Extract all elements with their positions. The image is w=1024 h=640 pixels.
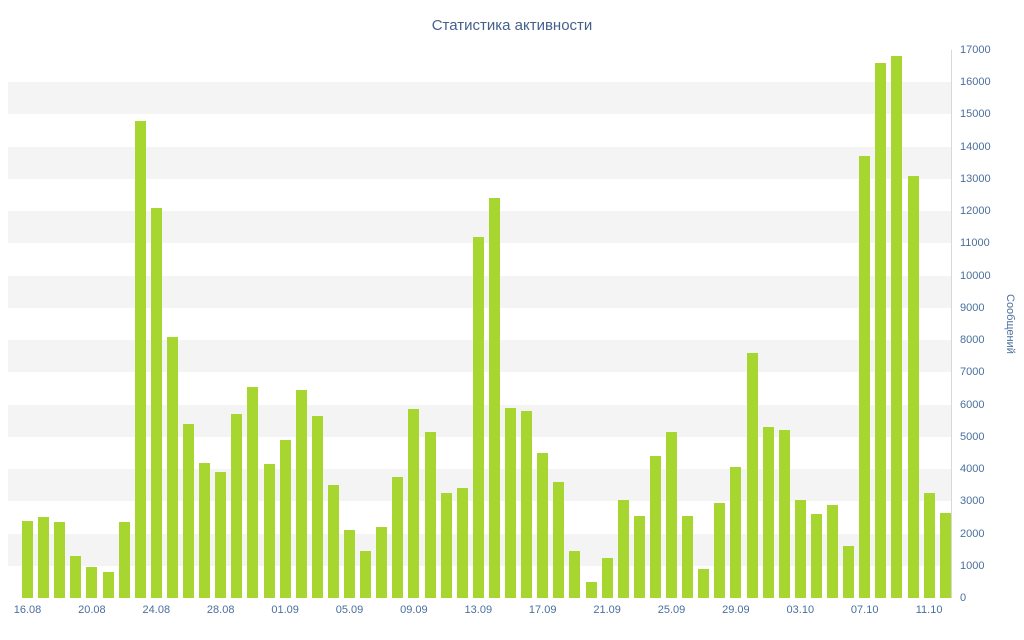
bar-20.09 <box>585 581 597 598</box>
bar-20.08 <box>86 567 98 598</box>
y-tick-label: 10000 <box>960 269 991 282</box>
bar-01.10 <box>762 427 774 598</box>
bar-12.10 <box>939 512 951 598</box>
bar-02.10 <box>778 430 790 598</box>
bar-03.09 <box>311 415 323 598</box>
bar-26.09 <box>682 515 694 598</box>
bar-16.09 <box>521 411 533 598</box>
x-tick-label: 28.08 <box>206 604 235 616</box>
y-tick-label: 14000 <box>960 140 991 153</box>
y-tick-label: 17000 <box>960 44 991 56</box>
bar-28.09 <box>714 502 726 598</box>
bar-04.09 <box>327 485 339 598</box>
bar-09.09 <box>408 409 420 598</box>
bar-29.09 <box>730 467 742 598</box>
bar-13.09 <box>472 236 484 598</box>
y-tick-label: 9000 <box>960 301 985 314</box>
x-tick-label: 13.09 <box>464 604 493 616</box>
bar-25.09 <box>666 432 677 598</box>
bar-17.08 <box>38 517 50 598</box>
y-axis-title: Сообщений <box>1004 50 1016 598</box>
bar-10.09 <box>424 432 436 598</box>
plot-area <box>8 50 952 598</box>
bar-22.08 <box>118 522 130 598</box>
bar-06.10 <box>843 546 855 598</box>
bar-19.08 <box>70 556 82 598</box>
y-tick-label: 1000 <box>960 559 985 572</box>
bar-26.08 <box>183 423 194 598</box>
x-tick-label: 01.09 <box>271 604 299 616</box>
bar-23.08 <box>134 120 146 598</box>
y-tick-label: 3000 <box>960 495 985 508</box>
bar-28.08 <box>215 472 227 598</box>
bar-18.08 <box>54 522 66 598</box>
plot-band <box>8 82 952 115</box>
bar-21.09 <box>601 557 613 598</box>
bar-31.08 <box>263 464 275 598</box>
bar-30.09 <box>746 353 758 598</box>
y-tick-label: 15000 <box>960 108 991 121</box>
bar-02.09 <box>295 390 307 598</box>
bar-01.09 <box>279 440 291 598</box>
bar-22.09 <box>617 499 629 598</box>
plot-band <box>8 146 952 179</box>
bar-11.09 <box>440 493 452 598</box>
y-tick-label: 16000 <box>960 76 991 89</box>
bar-25.08 <box>166 336 178 598</box>
bar-16.08 <box>22 520 33 598</box>
bar-19.09 <box>569 551 581 598</box>
bar-24.09 <box>649 456 661 598</box>
bar-24.08 <box>150 207 162 598</box>
y-tick-label: 4000 <box>960 463 985 476</box>
y-tick-label: 12000 <box>960 205 991 218</box>
bar-17.09 <box>537 452 549 598</box>
x-tick-label: 17.09 <box>528 604 557 616</box>
x-tick-label: 29.09 <box>722 604 750 616</box>
bar-15.09 <box>505 407 516 598</box>
y-tick-label: 11000 <box>960 237 990 250</box>
bar-05.09 <box>344 530 355 598</box>
x-tick-label: 05.09 <box>335 604 364 616</box>
x-tick-label: 11.10 <box>915 604 943 616</box>
bar-21.08 <box>102 572 114 598</box>
bar-08.10 <box>875 62 887 598</box>
bar-06.09 <box>360 551 372 598</box>
bar-11.10 <box>923 493 935 598</box>
x-tick-label: 07.10 <box>850 604 879 616</box>
bar-29.08 <box>231 414 243 598</box>
bar-12.09 <box>456 488 468 598</box>
bar-30.08 <box>247 386 259 598</box>
x-tick-label: 03.10 <box>786 604 815 616</box>
bar-14.09 <box>488 198 500 598</box>
bar-18.09 <box>553 481 565 598</box>
y-tick-label: 8000 <box>960 334 985 347</box>
y-tick-label: 2000 <box>960 527 985 540</box>
y-tick-label: 7000 <box>960 366 985 379</box>
bar-23.09 <box>633 515 645 598</box>
bar-05.10 <box>827 504 838 598</box>
x-tick-label: 24.08 <box>142 604 171 616</box>
y-tick-label: 13000 <box>960 172 991 185</box>
chart-title: Статистика активности <box>431 17 593 34</box>
x-tick-label: 09.09 <box>400 604 428 616</box>
bar-07.09 <box>376 527 388 598</box>
y-axis-title-label: Сообщений <box>1004 294 1016 354</box>
bar-04.10 <box>810 514 822 598</box>
bar-27.09 <box>698 569 710 598</box>
x-tick-label: 25.09 <box>657 604 686 616</box>
bar-07.10 <box>859 156 871 598</box>
bar-08.09 <box>392 477 404 598</box>
x-tick-label: 16.08 <box>13 604 42 616</box>
bar-03.10 <box>794 499 806 598</box>
bar-10.10 <box>907 175 919 598</box>
y-tick-label: 0 <box>960 592 967 604</box>
y-tick-label: 5000 <box>960 430 985 443</box>
y-axis-line <box>951 50 952 598</box>
bar-09.10 <box>891 56 903 598</box>
x-tick-label: 21.09 <box>593 604 621 616</box>
x-tick-label: 20.08 <box>78 604 106 616</box>
bar-27.08 <box>199 462 211 598</box>
y-tick-label: 6000 <box>960 398 985 411</box>
